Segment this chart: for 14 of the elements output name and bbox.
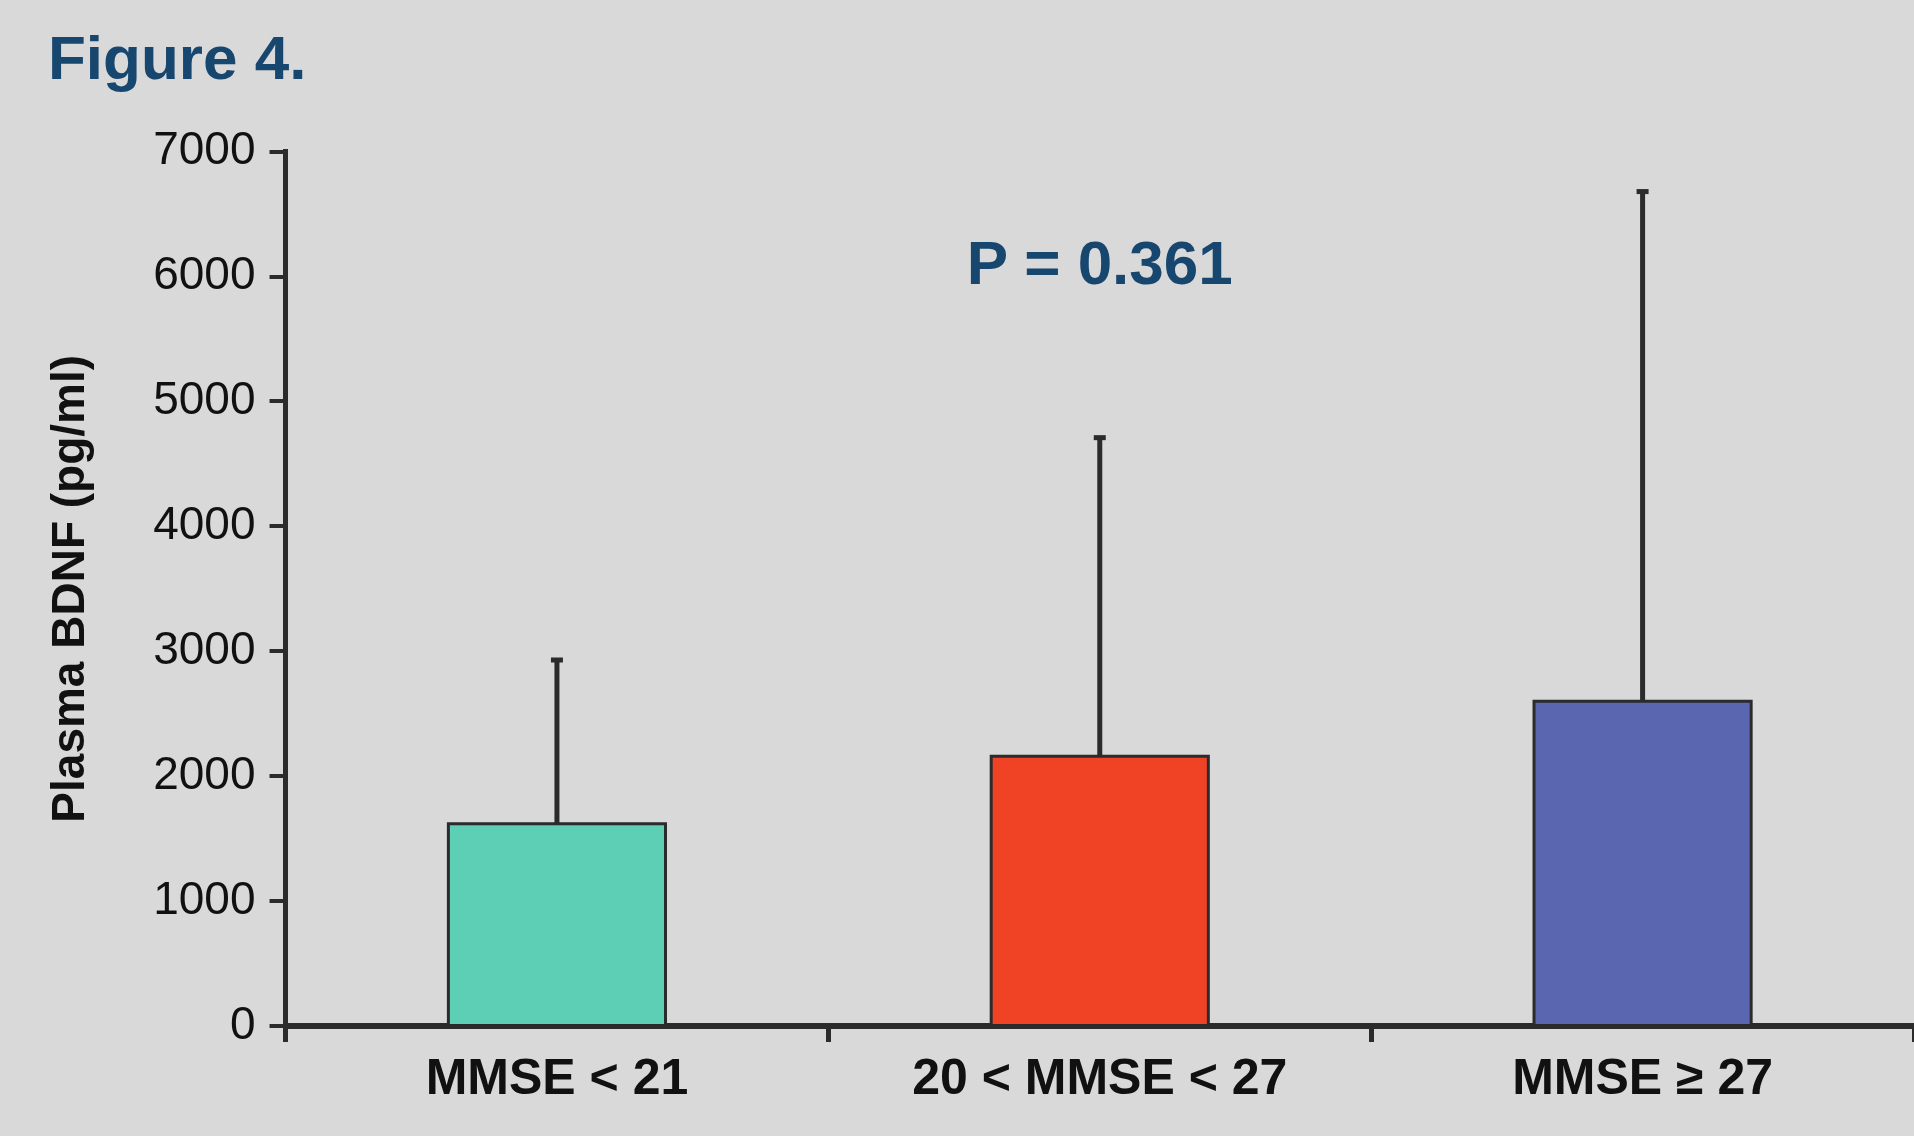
y-axis-title: Plasma BDNF (pg/ml) [42,354,95,823]
y-tick-label: 2000 [153,746,256,799]
annotation: P = 0.361 [966,227,1233,297]
y-tick-label: 5000 [153,372,256,425]
x-tick-label: MMSE ≥ 27 [1512,1048,1774,1105]
y-tick-label: 7000 [153,122,256,175]
x-tick-label: MMSE < 21 [425,1048,689,1105]
y-tick-label: 3000 [153,621,256,674]
y-tick-label: 4000 [153,497,256,550]
y-tick-label: 0 [229,996,256,1049]
y-tick-label: 1000 [153,871,256,924]
x-tick-label: 20 < MMSE < 27 [912,1048,1288,1105]
chart-title: Figure 4. [48,22,307,93]
y-tick-label: 6000 [153,247,256,300]
